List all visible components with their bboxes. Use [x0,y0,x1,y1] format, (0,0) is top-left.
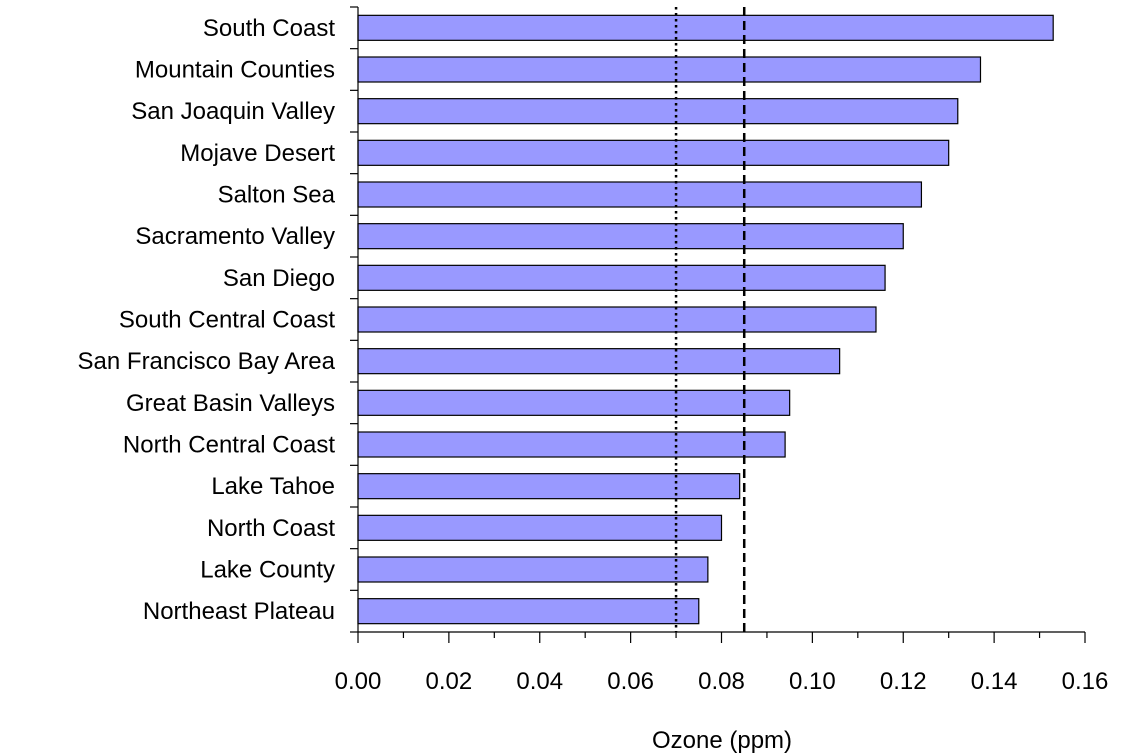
x-tick-label: 0.04 [516,668,563,695]
x-axis-label: Ozone (ppm) [652,727,792,754]
bar [357,181,923,208]
bar [357,14,1054,41]
bar [357,348,841,375]
bar [357,598,700,625]
category-label: North Central Coast [123,432,335,459]
axes-group [350,6,1086,643]
category-label: San Diego [223,265,335,292]
bar [357,223,904,250]
category-labels-group: South Coast Mountain Counties San Joaquin … [78,15,336,625]
tick-labels-group: 0.00 0.02 0.04 0.06 0.08 0.10 0.12 0.14 0.16 [335,668,1109,695]
bar [357,431,786,458]
x-tick-label: 0.08 [698,668,745,695]
bars-group [357,14,1054,625]
bar [357,56,982,83]
category-label: Salton Sea [218,182,336,209]
category-label: Lake Tahoe [211,473,335,500]
category-label: Mountain Counties [135,57,335,84]
category-label: Lake County [200,557,335,584]
category-label: North Coast [207,515,335,542]
bar [357,139,950,166]
bar [357,514,723,541]
category-label: San Joaquin Valley [131,98,335,125]
x-tick-label: 0.02 [426,668,473,695]
category-label: San Francisco Bay Area [78,348,336,375]
x-tick-label: 0.12 [880,668,927,695]
category-label: Northeast Plateau [143,598,335,625]
category-label: Great Basin Valleys [126,390,335,417]
x-tick-label: 0.16 [1062,668,1109,695]
x-tick-label: 0.00 [335,668,382,695]
bar [357,264,886,291]
bar [357,389,791,416]
bar [357,556,709,583]
category-label: South Coast [203,15,335,42]
category-label: South Central Coast [119,307,335,334]
category-label: Mojave Desert [180,140,335,167]
category-label: Sacramento Valley [135,223,335,250]
bar [357,473,741,500]
x-tick-label: 0.14 [971,668,1018,695]
reference-lines-group [674,7,746,632]
x-tick-label: 0.06 [607,668,654,695]
bar [357,98,959,125]
x-tick-label: 0.10 [789,668,836,695]
bar [357,306,877,333]
